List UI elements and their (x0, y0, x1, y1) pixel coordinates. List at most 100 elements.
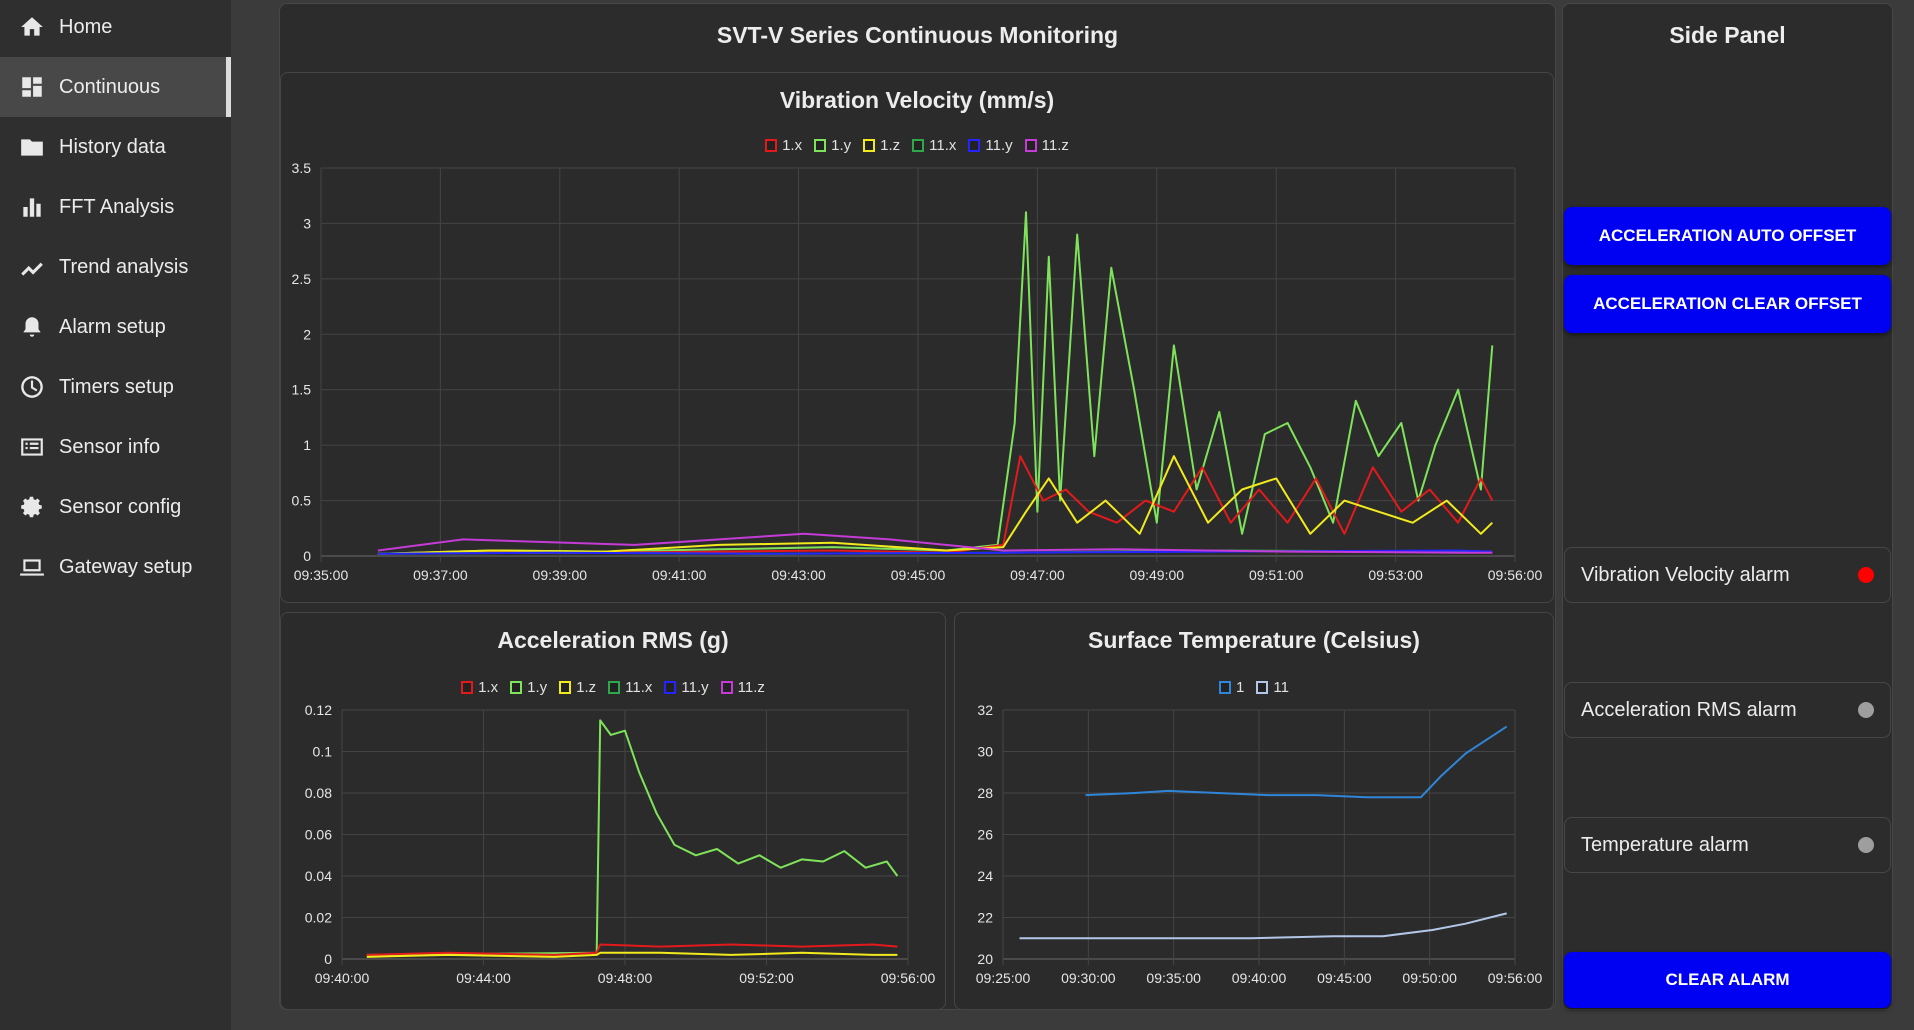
folder-icon (18, 133, 46, 161)
y-tick-label: 0.5 (292, 493, 312, 509)
legend-label: 1.x (478, 679, 499, 696)
legend-swatch (461, 681, 474, 694)
y-tick-label: 0.08 (305, 785, 332, 801)
legend-item[interactable]: 1.y (814, 137, 851, 154)
acceleration-clear-offset-button[interactable]: ACCELERATION CLEAR OFFSET (1564, 275, 1891, 333)
y-tick-label: 20 (977, 951, 993, 967)
chart-plot: 0 0.02 0.04 0.06 0.08 0.1 0.12 09:40:00 09:44:00… (305, 702, 936, 986)
side-panel-spacer (1564, 72, 1891, 202)
alarm-status-indicator (1858, 567, 1874, 583)
legend-item[interactable]: 1.z (559, 679, 596, 696)
legend-item[interactable]: 1.x (765, 137, 802, 154)
clock-icon (18, 373, 46, 401)
legend-item[interactable]: 11.y (664, 679, 709, 696)
alarm-label: Vibration Velocity alarm (1581, 563, 1790, 586)
sidebar-item-label: Timers setup (59, 375, 174, 398)
sidebar-item-label: Sensor config (59, 495, 182, 518)
legend-item[interactable]: 11.y (968, 137, 1013, 154)
legend-item[interactable]: 1.y (510, 679, 547, 696)
sidebar-item-alarm-setup[interactable]: Alarm setup (0, 297, 231, 357)
y-tick-label: 32 (977, 702, 993, 718)
legend-item[interactable]: 1.z (863, 137, 900, 154)
x-tick-label: 09:56:00 (1488, 567, 1543, 583)
x-tick-label: 09:52:00 (739, 970, 794, 986)
y-tick-label: 28 (977, 785, 993, 801)
y-tick-label: 26 (977, 827, 993, 843)
alarm-label: Acceleration RMS alarm (1581, 698, 1797, 721)
sidebar-item-label: Gateway setup (59, 555, 193, 578)
x-tick-label: 09:56:00 (881, 970, 936, 986)
legend-swatch (912, 139, 925, 152)
legend-swatch (1256, 681, 1269, 694)
series-11.y-line (377, 549, 1493, 555)
sidebar-item-trend-analysis[interactable]: Trend analysis (0, 237, 231, 297)
sidebar-item-label: Continuous (59, 75, 161, 98)
page-title: SVT-V Series Continuous Monitoring (716, 22, 1119, 48)
sidebar-item-home[interactable]: Home (0, 0, 231, 57)
series-1.x-line (366, 943, 898, 956)
legend-item[interactable]: 11.x (912, 137, 956, 154)
clear-alarm-button[interactable]: CLEAR ALARM (1564, 952, 1891, 1008)
acceleration-auto-offset-button[interactable]: ACCELERATION AUTO OFFSET (1564, 207, 1891, 265)
home-icon (18, 13, 46, 41)
x-tick-label: 09:25:00 (976, 970, 1031, 986)
y-tick-label: 0.04 (305, 868, 332, 884)
legend-label: 11.z (737, 679, 765, 696)
legend-item[interactable]: 11 (1256, 679, 1289, 696)
legend-swatch (608, 681, 621, 694)
x-tick-label: 09:35:00 (1146, 970, 1201, 986)
x-tick-label: 09:37:00 (413, 567, 468, 583)
sidebar-item-sensor-config[interactable]: Sensor config (0, 477, 231, 537)
legend-label: 1.y (527, 679, 548, 696)
legend-swatch (968, 139, 981, 152)
alarm-bell-icon (18, 313, 46, 341)
temperature-alarm: Temperature alarm (1564, 817, 1891, 873)
legend-swatch (814, 139, 827, 152)
chart-plot: 0 0.5 1 1.5 2 2.5 3 3.5 09:35:00 09:37:00 09:39:00… (292, 160, 1543, 583)
x-tick-label: 09:44:00 (456, 970, 511, 986)
surface-temperature-chart: Surface Temperature (Celsius) 1 11 20 22 24… (954, 612, 1554, 1010)
legend-swatch (863, 139, 876, 152)
legend-label: 1.y (831, 137, 852, 154)
legend-item[interactable]: 1.x (461, 679, 498, 696)
legend-item[interactable]: 11.x (608, 679, 652, 696)
y-tick-label: 1 (303, 437, 311, 453)
sidebar-item-continuous[interactable]: Continuous (0, 57, 231, 117)
x-tick-label: 09:45:00 (891, 567, 946, 583)
y-tick-label: 0.06 (305, 827, 332, 843)
sidebar-item-gateway-setup[interactable]: Gateway setup (0, 537, 231, 597)
x-tick-label: 09:48:00 (598, 970, 653, 986)
y-tick-label: 1.5 (292, 382, 312, 398)
x-tick-label: 09:56:00 (1488, 970, 1543, 986)
sidebar-item-fft-analysis[interactable]: FFT Analysis (0, 177, 231, 237)
vibration-velocity-alarm: Vibration Velocity alarm (1564, 547, 1891, 603)
y-tick-label: 3 (303, 215, 311, 231)
legend-label: 1.z (880, 137, 901, 154)
sidebar-item-history-data[interactable]: History data (0, 117, 231, 177)
legend-swatch (664, 681, 677, 694)
series-11-line (1019, 912, 1507, 940)
series-1.y-line (377, 211, 1494, 555)
x-tick-label: 09:51:00 (1249, 567, 1304, 583)
x-tick-label: 09:39:00 (533, 567, 588, 583)
x-tick-label: 09:53:00 (1368, 567, 1423, 583)
y-tick-label: 30 (977, 744, 993, 760)
acceleration-rms-chart: Acceleration RMS (g) 1.x 1.y 1.z 11.x 11.y 11… (280, 612, 946, 1010)
y-tick-label: 0.02 (305, 910, 332, 926)
y-tick-label: 3.5 (292, 160, 312, 176)
y-tick-label: 0 (303, 548, 311, 564)
sidebar-item-timers-setup[interactable]: Timers setup (0, 357, 231, 417)
legend-item[interactable]: 11.z (1024, 137, 1069, 154)
y-tick-label: 2.5 (292, 271, 312, 287)
series-1-line (1085, 725, 1508, 799)
legend-item[interactable]: 11.z (720, 679, 765, 696)
legend-label: 11.y (985, 137, 1013, 154)
alarm-status-indicator (1858, 837, 1874, 853)
x-tick-label: 09:41:00 (652, 567, 707, 583)
laptop-icon (18, 553, 46, 581)
sidebar-item-sensor-info[interactable]: Sensor info (0, 417, 231, 477)
x-tick-label: 09:45:00 (1317, 970, 1372, 986)
x-tick-label: 09:49:00 (1130, 567, 1185, 583)
legend-item[interactable]: 1 (1219, 679, 1244, 696)
legend-label: 11.x (929, 137, 957, 154)
